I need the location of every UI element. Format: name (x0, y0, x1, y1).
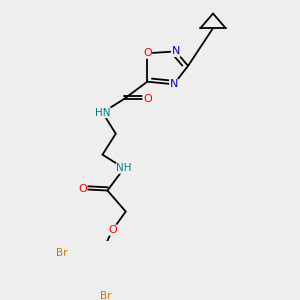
Text: HN: HN (95, 108, 110, 118)
Text: NH: NH (116, 163, 132, 173)
Text: O: O (108, 225, 117, 235)
Text: O: O (78, 184, 87, 194)
Text: N: N (172, 46, 180, 56)
Text: O: O (143, 48, 152, 58)
Text: N: N (169, 79, 178, 89)
Text: Br: Br (100, 291, 112, 300)
Text: Br: Br (56, 248, 68, 258)
Text: O: O (143, 94, 152, 104)
